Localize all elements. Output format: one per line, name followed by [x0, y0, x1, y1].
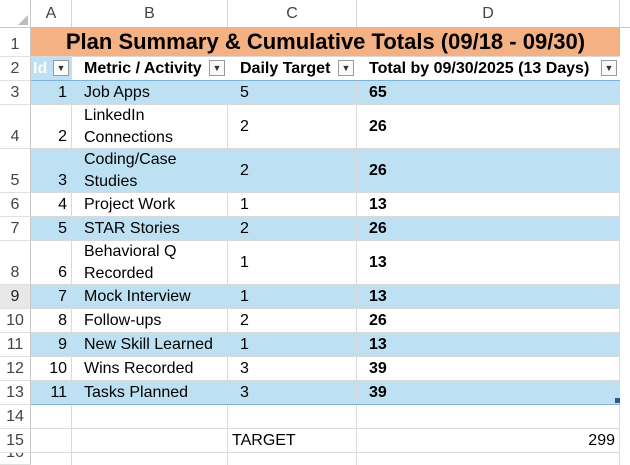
- cell-daily[interactable]: 3: [228, 381, 357, 405]
- cell-total[interactable]: 13: [357, 241, 620, 285]
- cell-metric[interactable]: LinkedIn Connections: [72, 105, 228, 149]
- cell-num[interactable]: 9: [31, 333, 72, 357]
- cell-daily[interactable]: 2: [228, 149, 357, 193]
- row-header-14[interactable]: 14: [0, 405, 31, 429]
- row-header-3[interactable]: 3: [0, 81, 31, 105]
- cell-daily[interactable]: 3: [228, 357, 357, 381]
- row-header-16[interactable]: 16: [0, 453, 31, 465]
- row-header-12[interactable]: 12: [0, 357, 31, 381]
- cell-total[interactable]: 39: [357, 357, 620, 381]
- cell-metric[interactable]: Mock Interview: [72, 285, 228, 309]
- cell-total[interactable]: 26: [357, 105, 620, 149]
- header-total-label: Total by 09/30/2025 (13 Days): [369, 60, 590, 77]
- cell-num[interactable]: 11: [31, 381, 72, 405]
- column-header-bar: A B C D: [0, 0, 630, 28]
- row-header-6[interactable]: 6: [0, 193, 31, 217]
- row-header-8[interactable]: 8: [0, 241, 31, 285]
- sheet-title[interactable]: Plan Summary & Cumulative Totals (09/18 …: [31, 27, 620, 57]
- cell-metric[interactable]: Job Apps: [72, 81, 228, 105]
- empty-cell[interactable]: [31, 429, 72, 453]
- row-header-1[interactable]: 1: [0, 27, 31, 57]
- empty-cell[interactable]: [228, 453, 357, 465]
- cell-metric[interactable]: Follow-ups: [72, 309, 228, 333]
- cell-total[interactable]: 13: [357, 333, 620, 357]
- filter-dropdown-icon[interactable]: ▼: [338, 60, 354, 76]
- cell-total[interactable]: 65: [357, 81, 620, 105]
- cell-metric[interactable]: STAR Stories: [72, 217, 228, 241]
- empty-cell[interactable]: [72, 405, 228, 429]
- target-value[interactable]: 299: [357, 429, 620, 453]
- empty-cell[interactable]: [72, 453, 228, 465]
- cell-metric[interactable]: Project Work: [72, 193, 228, 217]
- row-header-4[interactable]: 4: [0, 105, 31, 149]
- cell-daily[interactable]: 1: [228, 241, 357, 285]
- cell-daily[interactable]: 1: [228, 285, 357, 309]
- column-header-d[interactable]: D: [357, 0, 620, 27]
- cell-num[interactable]: 10: [31, 357, 72, 381]
- cell-metric[interactable]: New Skill Learned: [72, 333, 228, 357]
- table-resize-handle[interactable]: [615, 398, 620, 403]
- empty-cell[interactable]: [31, 453, 72, 465]
- cell-total[interactable]: 26: [357, 149, 620, 193]
- empty-cell[interactable]: [357, 453, 620, 465]
- cell-num[interactable]: 1: [31, 81, 72, 105]
- row-header-13[interactable]: 13: [0, 381, 31, 405]
- row-header-7[interactable]: 7: [0, 217, 31, 241]
- select-all-corner[interactable]: [0, 0, 31, 27]
- column-header-c[interactable]: C: [228, 0, 357, 27]
- header-daily[interactable]: Daily Target ▼: [228, 57, 357, 81]
- filter-dropdown-icon[interactable]: ▼: [209, 60, 225, 76]
- cell-num[interactable]: 8: [31, 309, 72, 333]
- cell-daily[interactable]: 2: [228, 105, 357, 149]
- cell-num[interactable]: 3: [31, 149, 72, 193]
- cell-daily[interactable]: 1: [228, 193, 357, 217]
- cell-daily[interactable]: 2: [228, 309, 357, 333]
- header-metric[interactable]: Metric / Activity ▼: [72, 57, 228, 81]
- header-metric-label: Metric / Activity: [84, 60, 202, 77]
- cell-num[interactable]: 4: [31, 193, 72, 217]
- header-id[interactable]: Id ▼: [31, 57, 72, 81]
- row-header-2[interactable]: 2: [0, 57, 31, 81]
- cell-metric[interactable]: Behavioral Q Recorded: [72, 241, 228, 285]
- empty-cell[interactable]: [31, 405, 72, 429]
- row-header-10[interactable]: 10: [0, 309, 31, 333]
- cell-metric[interactable]: Wins Recorded: [72, 357, 228, 381]
- empty-cell[interactable]: [228, 405, 357, 429]
- cell-total[interactable]: 13: [357, 193, 620, 217]
- cell-daily[interactable]: 1: [228, 333, 357, 357]
- cell-num[interactable]: 2: [31, 105, 72, 149]
- cell-total[interactable]: 26: [357, 217, 620, 241]
- row-header-9[interactable]: 9: [0, 285, 31, 309]
- column-header-a[interactable]: A: [31, 0, 72, 27]
- cell-num[interactable]: 6: [31, 241, 72, 285]
- target-label[interactable]: TARGET: [228, 429, 357, 453]
- cell-total[interactable]: 26: [357, 309, 620, 333]
- empty-cell[interactable]: [357, 405, 620, 429]
- cell-daily[interactable]: 5: [228, 81, 357, 105]
- cell-num[interactable]: 5: [31, 217, 72, 241]
- cell-num[interactable]: 7: [31, 285, 72, 309]
- cell-total[interactable]: 13: [357, 285, 620, 309]
- cell-daily[interactable]: 2: [228, 217, 357, 241]
- header-total[interactable]: Total by 09/30/2025 (13 Days) ▼: [357, 57, 620, 81]
- column-header-b[interactable]: B: [72, 0, 228, 27]
- row-header-5[interactable]: 5: [0, 149, 31, 193]
- row-header-15[interactable]: 15: [0, 429, 31, 453]
- header-daily-label: Daily Target: [240, 60, 331, 77]
- row-header-11[interactable]: 11: [0, 333, 31, 357]
- header-id-label: Id: [33, 60, 48, 77]
- cell-metric[interactable]: Coding/Case Studies: [72, 149, 228, 193]
- cell-metric[interactable]: Tasks Planned: [72, 381, 228, 405]
- empty-cell[interactable]: [72, 429, 228, 453]
- filter-dropdown-icon[interactable]: ▼: [601, 60, 617, 76]
- cell-total[interactable]: 39: [357, 381, 620, 405]
- filter-dropdown-icon[interactable]: ▼: [53, 60, 69, 76]
